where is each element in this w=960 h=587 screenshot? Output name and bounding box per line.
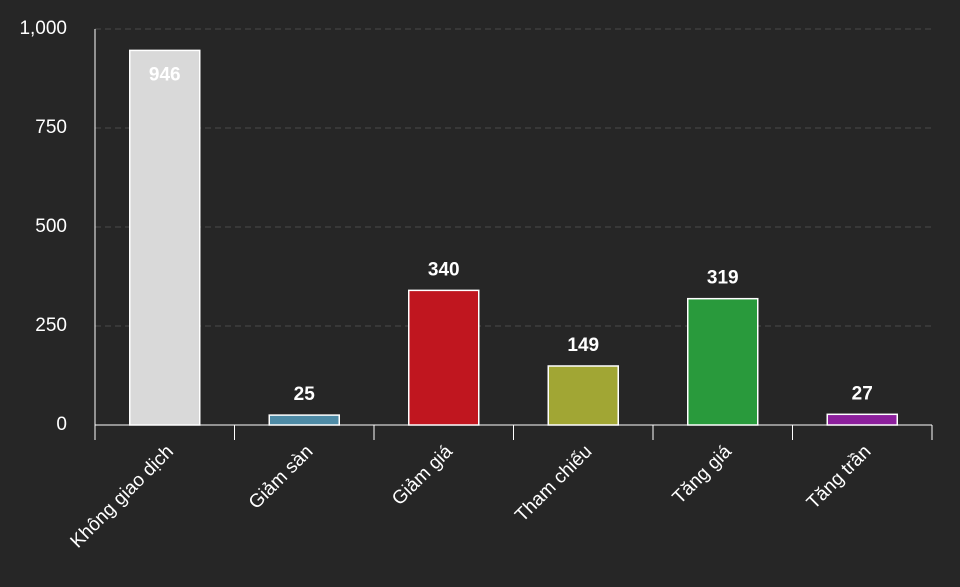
y-tick-label: 500 <box>35 216 67 237</box>
y-tick-label: 1,000 <box>19 18 67 39</box>
bar <box>547 365 619 426</box>
bar <box>408 289 480 426</box>
bar <box>687 297 759 426</box>
y-tick-label: 750 <box>35 117 67 138</box>
value-label: 319 <box>707 268 739 289</box>
bar <box>826 413 898 426</box>
y-tick-label: 250 <box>35 315 67 336</box>
bar <box>268 414 340 426</box>
value-label: 340 <box>428 259 460 280</box>
value-label: 149 <box>567 335 599 356</box>
value-label: 946 <box>149 64 181 85</box>
bar <box>129 49 201 426</box>
value-label: 27 <box>852 383 873 404</box>
value-label: 25 <box>294 384 316 405</box>
y-tick-label: 0 <box>56 414 67 435</box>
